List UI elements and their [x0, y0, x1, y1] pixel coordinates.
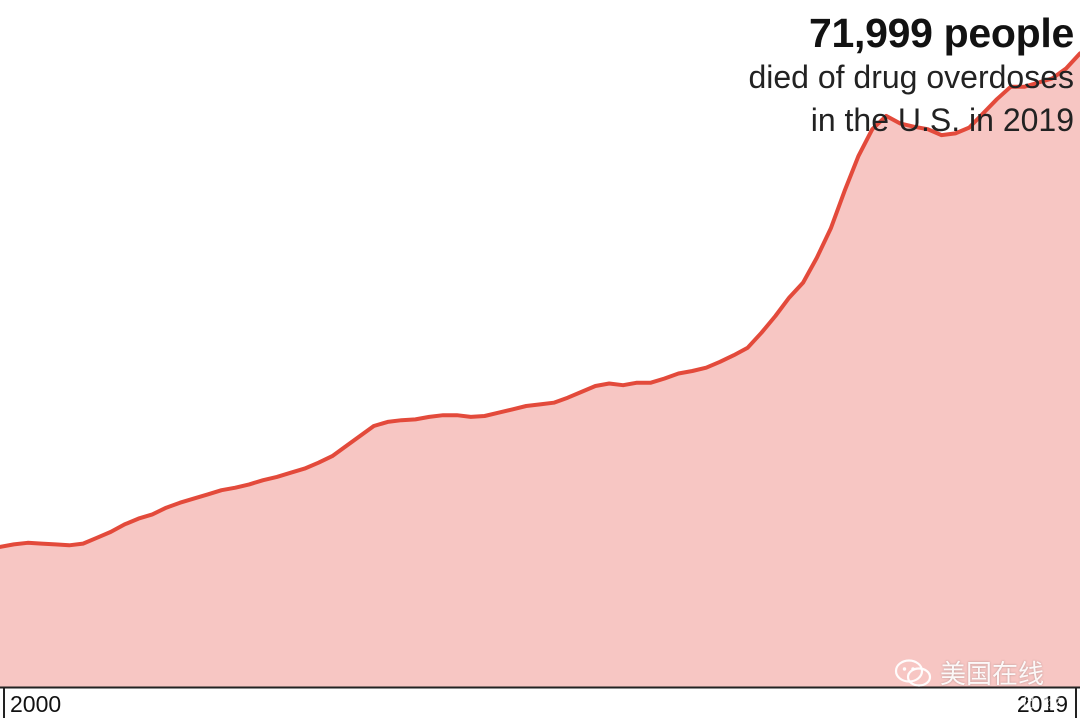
- watermark: 美国在线: [894, 654, 1044, 691]
- x-tick-label-2000: 2000: [10, 691, 62, 717]
- headline-main: 71,999 people: [808, 10, 1074, 56]
- chart-headline: 71,999 people died of drug overdoses in …: [748, 10, 1074, 142]
- wechat-icon: [894, 658, 932, 687]
- x-tick-label-2019: 2019: [1016, 691, 1068, 717]
- watermark-subtext: 风闻社区 @美国在线: [866, 690, 1062, 712]
- headline-line-1: died of drug overdoses: [748, 59, 1074, 95]
- headline-line-2: in the U.S. in 2019: [810, 102, 1074, 138]
- area-fill: [0, 53, 1080, 687]
- series-line: [0, 51, 1080, 549]
- watermark-text: 美国在线: [939, 659, 1044, 689]
